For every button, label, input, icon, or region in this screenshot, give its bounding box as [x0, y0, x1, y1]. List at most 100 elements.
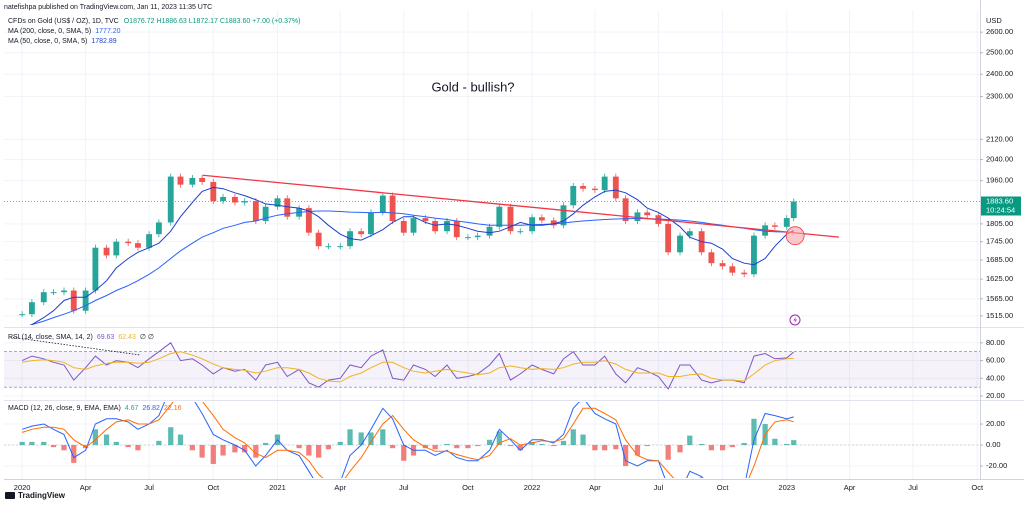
x-tick-label: Oct [717, 483, 730, 492]
candle [741, 272, 748, 275]
candle [474, 235, 481, 238]
candle [644, 212, 651, 216]
y-tick-label: 2500.00 [986, 48, 1013, 57]
x-tick-label: Oct [207, 483, 220, 492]
symbol-legend: CFDs on Gold (US$ / OZ), 1D, TVC O1876.72… [8, 18, 300, 25]
candle [719, 263, 726, 267]
ma200-value: 1777.20 [95, 28, 120, 35]
candle [262, 206, 269, 221]
ma50-value: 1782.89 [91, 38, 116, 45]
candle [113, 241, 120, 256]
candle [612, 176, 619, 199]
candle [146, 234, 153, 248]
candle [379, 195, 386, 213]
candle [220, 196, 226, 202]
x-tick-label: 2021 [269, 483, 286, 492]
rsi-sma-value: 62.43 [118, 334, 136, 341]
series-line [29, 210, 794, 325]
candle [337, 246, 344, 248]
candle [622, 198, 629, 221]
y-tick-label: 2600.00 [986, 27, 1013, 36]
histogram-bar [103, 434, 110, 446]
candle [496, 206, 503, 227]
candle [28, 302, 35, 315]
author-line: natefishpa published on TradingView.com,… [4, 4, 212, 11]
x-tick-label: Oct [462, 483, 475, 492]
histogram-bar [486, 439, 493, 446]
x-tick-label: Apr [80, 483, 92, 492]
y-tick-label: 1805.00 [986, 219, 1013, 228]
histogram-bar [465, 445, 471, 449]
histogram-bar [253, 445, 259, 458]
candle [50, 292, 57, 294]
candle [517, 231, 524, 233]
candle [538, 217, 545, 221]
x-tick-label: Oct [971, 483, 984, 492]
y-tick-label: 80.00 [986, 338, 1005, 347]
event-icon-bolt [793, 316, 797, 324]
y-tick-label: 2300.00 [986, 92, 1013, 101]
series-line [21, 402, 794, 478]
candle [422, 218, 429, 221]
histogram-bar [368, 432, 374, 446]
histogram-bar [358, 432, 364, 446]
histogram-bar [622, 445, 629, 467]
candle [729, 266, 736, 273]
series-line [21, 342, 795, 390]
last-price-text: 1883.60 [986, 196, 1013, 205]
candle [82, 290, 89, 311]
candle [591, 188, 598, 191]
brand-icon [5, 492, 15, 499]
histogram-bar [306, 445, 312, 456]
candle [199, 177, 206, 182]
histogram-bar [337, 441, 343, 446]
candle [177, 176, 184, 185]
y-tick-label: 1515.00 [986, 311, 1013, 320]
candle [252, 201, 259, 221]
histogram-bar [210, 445, 216, 464]
histogram-bar [699, 443, 705, 446]
price-pane [4, 173, 980, 325]
chart-title: Gold - bullish? [431, 79, 514, 94]
x-tick-label: 2022 [524, 483, 541, 492]
candle [634, 212, 641, 221]
candle [486, 226, 493, 236]
x-tick-label: Jul [144, 483, 154, 492]
candle [400, 220, 407, 233]
brand-text: TradingView [18, 491, 66, 500]
x-tick-label: Jul [654, 483, 664, 492]
candle [167, 176, 174, 223]
x-tick-label: Apr [334, 483, 346, 492]
histogram-bar [220, 445, 226, 456]
histogram-bar [125, 445, 131, 448]
y-tick-label: 2120.00 [986, 134, 1013, 143]
highlight-circle [785, 226, 805, 246]
x-tick-label: Apr [589, 483, 601, 492]
axis-layer: 2020 Apr Jul Oct 2021 Apr Jul Oct 2022 Apr Jul Oct 2… [14, 27, 1013, 492]
histogram-bar [751, 418, 757, 446]
histogram-bar [61, 445, 67, 451]
candle [155, 222, 162, 235]
candle [665, 223, 672, 253]
candle [708, 252, 715, 264]
candle [580, 185, 586, 189]
histogram-bar [784, 443, 790, 446]
candle [686, 231, 693, 236]
histogram-bar [644, 445, 650, 447]
candle [92, 247, 99, 291]
y-tick-label: 1745.00 [986, 237, 1013, 246]
y-tick-label: 2400.00 [986, 69, 1013, 78]
macd-value: 26.82 [142, 405, 160, 412]
histogram-bar [347, 429, 353, 446]
y-tick-label: 20.00 [986, 419, 1005, 428]
histogram-bar [529, 441, 535, 446]
x-tick-label: Apr [844, 483, 856, 492]
macd-legend: MACD (12, 26, close, 9, EMA, EMA) 4.67 26.… [8, 405, 182, 412]
series-line [22, 351, 794, 383]
histogram-bar [708, 445, 715, 451]
histogram-bar [444, 443, 450, 446]
histogram-bar [592, 445, 598, 451]
histogram-bar [41, 441, 47, 446]
rsi-band [4, 351, 980, 388]
candle [305, 208, 312, 233]
